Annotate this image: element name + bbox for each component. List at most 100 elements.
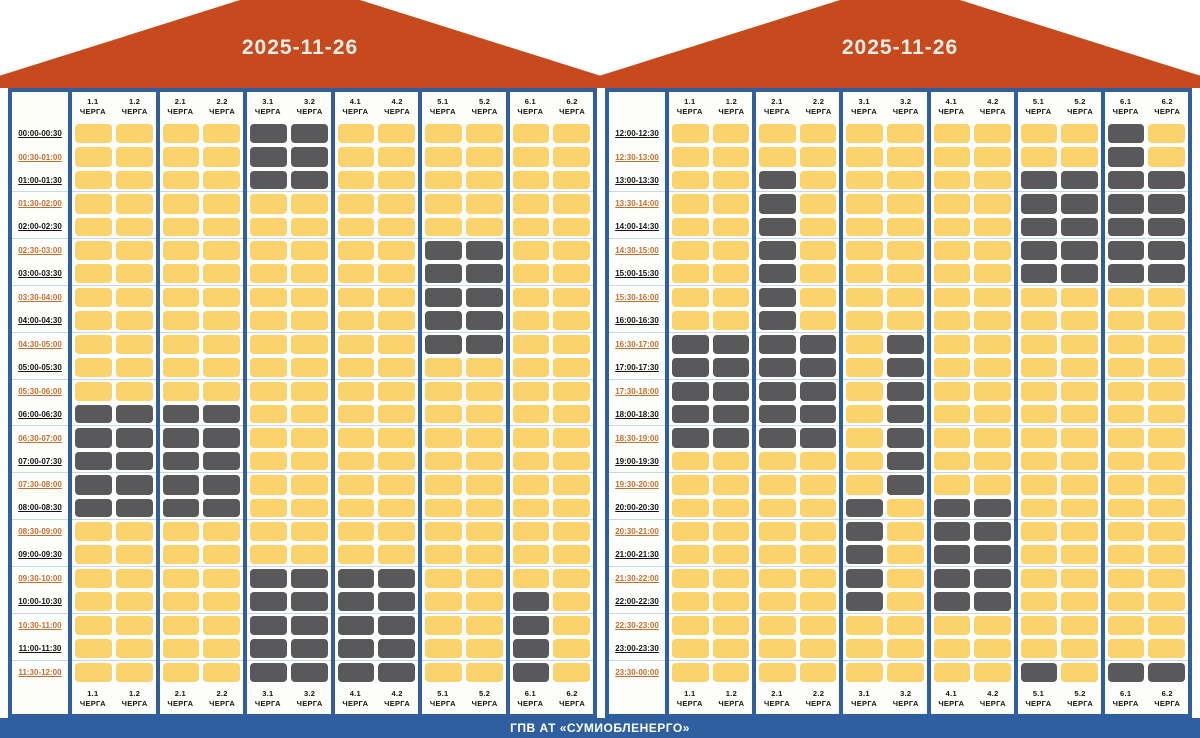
power-off-cell [337,639,375,658]
power-on-cell [1107,522,1145,542]
power-on-cell [378,381,415,401]
schedule-row-segment [334,356,418,380]
power-on-cell [712,545,750,564]
power-off-cell [290,615,328,636]
schedule-row-segment [756,356,840,380]
time-label: 05:30-06:00 [18,386,62,396]
power-on-cell [799,241,837,261]
schedule-row-segment [1104,262,1189,286]
power-off-cell [886,428,924,448]
power-on-cell [290,381,328,401]
queue-header-label: 4.2 ЧЕРГА [384,97,411,116]
power-on-cell [425,358,462,377]
power-on-cell [1061,358,1098,377]
schedule-row-segment [843,122,926,145]
power-on-cell [425,170,462,190]
power-off-cell [203,428,240,448]
schedule-row-segment [930,403,1014,427]
power-on-cell [378,545,415,564]
time-label: 10:30-11:00 [18,620,62,630]
power-on-cell [203,264,240,283]
power-on-cell [553,147,590,167]
queue-header-label: 6.2 ЧЕРГА [559,97,586,116]
power-off-cell [250,592,287,611]
schedule-row-segment [72,543,156,567]
schedule-row-segment [335,380,419,403]
power-on-cell [378,170,415,190]
queue-header-label: 3.2 ЧЕРГА [892,689,919,708]
schedule-row-segment [1018,473,1101,496]
schedule-row-segment [1018,426,1101,449]
schedule-row-segment [247,637,331,661]
power-on-cell [378,124,415,144]
power-on-cell [712,522,750,542]
schedule-row-segment [160,286,244,309]
power-on-cell [250,545,287,564]
queue-group-4: 4.1 ЧЕРГА 4.2 ЧЕРГА 4.1 ЧЕРГА 4.2 ЧЕРГА [930,92,1014,714]
schedule-row-segment [159,497,243,521]
power-on-cell [712,451,750,471]
time-label: 03:30-04:00 [18,293,62,303]
schedule-row-segment [334,637,418,661]
power-on-cell [759,615,796,636]
schedule-row-segment [509,169,593,193]
queue-header-label: 6.1 ЧЕРГА [517,97,544,116]
schedule-row-segment [1018,567,1101,590]
time-label: 21:00-21:30 [609,543,665,567]
schedule-row-segment [335,473,419,496]
schedule-row-segment [1018,333,1101,356]
schedule-row-segment [72,192,156,215]
schedule-row-segment [247,403,331,427]
power-on-cell [799,311,837,330]
schedule-row-segment [247,450,331,474]
schedule-row-segment [72,333,156,356]
power-on-cell [337,428,375,448]
schedule-row-segment [422,286,506,309]
power-off-cell [799,334,837,355]
power-off-cell [672,428,709,448]
schedule-row-segment [422,380,506,403]
schedule-row-segment [1017,590,1101,614]
power-on-cell [378,358,415,377]
schedule-row-segment [931,426,1014,449]
schedule-row-segment [72,473,156,496]
power-on-cell [712,662,750,682]
queue-header-label: 4.1 ЧЕРГА [938,689,965,708]
power-on-cell [425,381,462,401]
schedule-row-segment [247,473,331,496]
schedule-row-segment [422,239,506,262]
queue-header-label: 1.1 ЧЕРГА [79,97,106,116]
schedule-row-segment [1017,356,1101,380]
schedule-row-segment [247,145,331,168]
power-on-cell [553,475,590,495]
schedule-row-segment [72,309,156,333]
schedule-row-segment [1104,309,1189,333]
power-on-cell [846,615,883,636]
power-on-cell [378,428,415,448]
power-on-cell [337,241,375,261]
power-on-cell [75,124,112,144]
power-on-cell [250,217,287,237]
power-on-cell [115,662,153,682]
power-off-cell [759,381,796,401]
power-off-cell [1148,241,1186,261]
queue-header: 5.1 ЧЕРГА 5.2 ЧЕРГА [422,684,506,714]
schedule-row-segment [422,543,506,567]
power-on-cell [759,475,796,495]
power-on-cell [1020,451,1058,471]
power-off-cell [290,170,328,190]
power-on-cell [1061,147,1098,167]
power-on-cell [425,568,462,589]
power-on-cell [203,124,240,144]
power-off-cell [1107,241,1145,261]
power-on-cell [1148,592,1186,611]
power-on-cell [1148,147,1186,167]
time-label: 20:00-20:30 [609,497,665,521]
schedule-row-segment [72,567,156,590]
power-on-cell [75,334,112,355]
time-label: 03:00-03:30 [12,262,68,286]
queue-header: 5.1 ЧЕРГА 5.2 ЧЕРГА [1018,684,1101,714]
power-on-cell [337,147,375,167]
power-off-cell [974,592,1011,611]
power-on-cell [75,358,112,377]
